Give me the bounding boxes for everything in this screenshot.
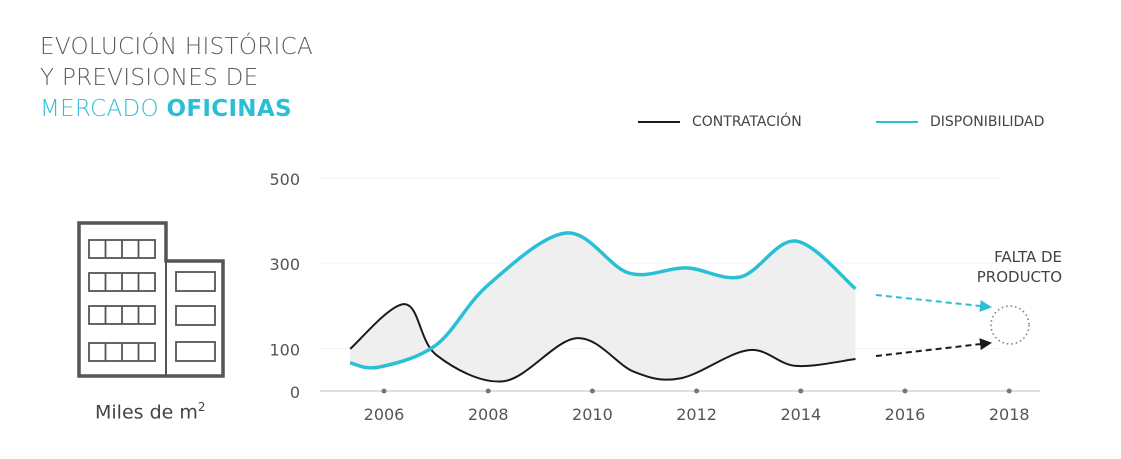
legend-label-contratacion: CONTRATACIÓN: [692, 114, 802, 130]
office-building-icon: [77, 221, 225, 378]
x-tick-label: 2018: [989, 405, 1030, 424]
x-tick-dot: [798, 388, 804, 394]
window: [175, 341, 216, 362]
projection-arrow-contratacion: [875, 338, 992, 357]
x-tick-label: 2014: [780, 405, 821, 424]
x-tick-dot: [485, 388, 491, 394]
annotation-line-1: FALTA DE: [994, 248, 1062, 266]
series-line-contratacion: [349, 303, 856, 383]
area-between-series: [350, 232, 856, 382]
x-tick-label: 2008: [468, 405, 509, 424]
title-line-1: EVOLUCIÓN HISTÓRICA: [40, 34, 314, 60]
shortage-circle: [990, 305, 1030, 345]
x-tick-dot: [589, 388, 595, 394]
unit-label: Miles de m2: [95, 400, 206, 424]
x-tick-dot: [694, 388, 700, 394]
x-tick-label: 2010: [572, 405, 613, 424]
x-tick-label: 2006: [364, 405, 405, 424]
legend-contratacion: CONTRATACIÓN: [638, 114, 802, 130]
annotation-line-2: PRODUCTO: [977, 268, 1062, 286]
x-tick-label: 2016: [885, 405, 926, 424]
window: [175, 305, 216, 326]
series-line-disponibilidad: [349, 231, 857, 370]
x-tick-dot: [381, 388, 387, 394]
y-tick-label: 0: [290, 383, 300, 402]
legend-label-disponibilidad: DISPONIBILIDAD: [930, 114, 1045, 130]
legend-swatch-disponibilidad: [876, 121, 918, 123]
x-tick-dot: [902, 388, 908, 394]
projection-arrow-disponibilidad: [875, 294, 992, 312]
legend-swatch-contratacion: [638, 121, 680, 123]
x-tick-label: 2012: [676, 405, 717, 424]
chart-title: EVOLUCIÓN HISTÓRICA Y PREVISIONES DE MER…: [40, 32, 313, 125]
title-line-3-light: MERCADO: [40, 96, 159, 122]
title-line-3-bold: OFICINAS: [166, 96, 292, 122]
y-tick-label: 500: [269, 170, 300, 189]
legend-disponibilidad: DISPONIBILIDAD: [876, 114, 1044, 130]
title-line-2: Y PREVISIONES DE: [40, 65, 259, 91]
y-tick-label: 100: [269, 340, 300, 359]
x-tick-dot: [1006, 388, 1012, 394]
window: [175, 271, 216, 292]
y-tick-label: 300: [269, 255, 300, 274]
